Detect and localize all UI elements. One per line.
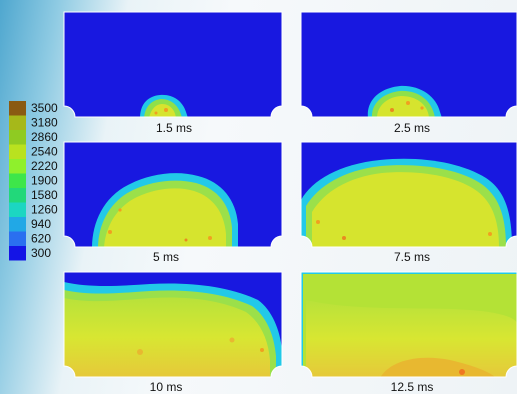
- panel-1-frame: [63, 11, 283, 118]
- legend-value: 2540: [31, 145, 58, 159]
- panel-5ms: [64, 142, 282, 247]
- legend-swatch: [9, 144, 26, 159]
- time-label-3: 5 ms: [153, 250, 179, 264]
- time-label-2: 2.5 ms: [394, 121, 430, 135]
- panel-6-frame: [300, 271, 517, 378]
- legend-swatch: [9, 159, 26, 174]
- legend-swatch: [9, 130, 26, 145]
- legend-swatch: [9, 101, 26, 116]
- legend-value: 300: [31, 246, 51, 260]
- legend-swatch: [9, 231, 26, 246]
- panel-3-frame: [63, 141, 283, 248]
- legend-value: 620: [31, 232, 51, 246]
- panel-1-5ms: [64, 12, 282, 117]
- legend-swatch: [9, 173, 26, 188]
- legend-swatch: [9, 188, 26, 203]
- time-label-1: 1.5 ms: [156, 121, 192, 135]
- panel-7-5ms: [301, 142, 517, 247]
- panel-2-5ms: [301, 12, 517, 117]
- legend-swatch: [9, 202, 26, 217]
- panel-2-frame: [300, 11, 517, 118]
- legend-swatch: [9, 115, 26, 130]
- legend-value: 3500: [31, 101, 58, 115]
- legend-value: 2860: [31, 130, 58, 144]
- legend-swatch: [9, 217, 26, 232]
- legend-value: 1260: [31, 203, 58, 217]
- legend-value: 940: [31, 217, 51, 231]
- legend-value: 1900: [31, 174, 58, 188]
- legend-swatch: [9, 246, 26, 261]
- panel-4-frame: [300, 141, 517, 248]
- time-label-5: 10 ms: [150, 380, 183, 394]
- time-label-6: 12.5 ms: [391, 380, 434, 394]
- legend-value: 3180: [31, 116, 58, 130]
- legend-value: 1580: [31, 188, 58, 202]
- panel-12-5ms: [301, 272, 517, 377]
- time-label-4: 7.5 ms: [394, 250, 430, 264]
- panel-5-frame: [63, 271, 283, 378]
- temperature-legend: 3500318028602540222019001580126094062030…: [9, 101, 58, 261]
- panel-10ms: [64, 272, 282, 377]
- legend-value: 2220: [31, 159, 58, 173]
